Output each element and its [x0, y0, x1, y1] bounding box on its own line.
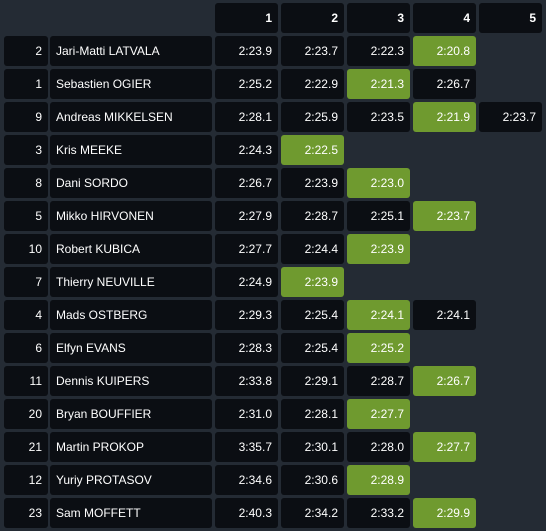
- column-header: 5: [479, 3, 542, 33]
- best-time: 2:24.1: [347, 300, 410, 330]
- stage-time: 2:30.1: [281, 432, 344, 462]
- stage-time: 2:28.1: [215, 102, 278, 132]
- stage-time: 2:24.4: [281, 234, 344, 264]
- stage-time: 2:24.1: [413, 300, 476, 330]
- stage-time: 2:40.3: [215, 498, 278, 528]
- best-time: 2:22.5: [281, 135, 344, 165]
- stage-time: 2:23.7: [281, 36, 344, 66]
- stage-time: 2:28.7: [347, 366, 410, 396]
- stage-time: 2:27.7: [215, 234, 278, 264]
- driver-name: Robert KUBICA: [50, 234, 212, 264]
- stage-time: 2:24.9: [215, 267, 278, 297]
- car-number: 5: [4, 201, 48, 231]
- driver-name: Thierry NEUVILLE: [50, 267, 212, 297]
- best-time: 2:28.9: [347, 465, 410, 495]
- driver-name: Kris MEEKE: [50, 135, 212, 165]
- stage-time: 2:28.7: [281, 201, 344, 231]
- best-time: 2:23.7: [413, 201, 476, 231]
- stage-time: 2:33.2: [347, 498, 410, 528]
- stage-time: 2:26.7: [215, 168, 278, 198]
- best-time: 2:27.7: [347, 399, 410, 429]
- stage-time: 2:23.9: [215, 36, 278, 66]
- best-time: 2:21.9: [413, 102, 476, 132]
- stage-time: 2:23.7: [479, 102, 542, 132]
- best-time: 2:26.7: [413, 366, 476, 396]
- best-time: 2:23.9: [281, 267, 344, 297]
- best-time: 2:25.2: [347, 333, 410, 363]
- stage-time: 2:29.3: [215, 300, 278, 330]
- stage-time: 2:25.4: [281, 300, 344, 330]
- driver-name: Mikko HIRVONEN: [50, 201, 212, 231]
- driver-name: Martin PROKOP: [50, 432, 212, 462]
- car-number: 9: [4, 102, 48, 132]
- stage-time: 2:25.2: [215, 69, 278, 99]
- stage-time: 2:34.2: [281, 498, 344, 528]
- stage-time: 2:22.9: [281, 69, 344, 99]
- stage-time: 2:24.3: [215, 135, 278, 165]
- stage-time: 2:31.0: [215, 399, 278, 429]
- best-time: 2:20.8: [413, 36, 476, 66]
- stage-time: 2:28.3: [215, 333, 278, 363]
- stage-time: 2:25.9: [281, 102, 344, 132]
- car-number: 7: [4, 267, 48, 297]
- stage-time: 2:33.8: [215, 366, 278, 396]
- car-number: 10: [4, 234, 48, 264]
- car-number: 4: [4, 300, 48, 330]
- best-time: 2:27.7: [413, 432, 476, 462]
- car-number: 20: [4, 399, 48, 429]
- driver-name: Elfyn EVANS: [50, 333, 212, 363]
- stage-time: 2:34.6: [215, 465, 278, 495]
- driver-name: Bryan BOUFFIER: [50, 399, 212, 429]
- stage-time: 2:25.4: [281, 333, 344, 363]
- car-number: 6: [4, 333, 48, 363]
- car-number: 23: [4, 498, 48, 528]
- driver-name: Jari-Matti LATVALA: [50, 36, 212, 66]
- car-number: 2: [4, 36, 48, 66]
- driver-name: Sebastien OGIER: [50, 69, 212, 99]
- stage-time: 3:35.7: [215, 432, 278, 462]
- driver-name: Andreas MIKKELSEN: [50, 102, 212, 132]
- best-time: 2:29.9: [413, 498, 476, 528]
- stage-time: 2:28.0: [347, 432, 410, 462]
- stage-time: 2:29.1: [281, 366, 344, 396]
- stage-time: 2:30.6: [281, 465, 344, 495]
- driver-name: Mads OSTBERG: [50, 300, 212, 330]
- car-number: 12: [4, 465, 48, 495]
- stage-time: 2:25.1: [347, 201, 410, 231]
- car-number: 3: [4, 135, 48, 165]
- car-number: 1: [4, 69, 48, 99]
- stage-time: 2:28.1: [281, 399, 344, 429]
- stage-time: 2:26.7: [413, 69, 476, 99]
- car-number: 11: [4, 366, 48, 396]
- driver-name: Dennis KUIPERS: [50, 366, 212, 396]
- stage-time: 2:27.9: [215, 201, 278, 231]
- column-header: 4: [413, 3, 476, 33]
- car-number: 21: [4, 432, 48, 462]
- stage-time: 2:22.3: [347, 36, 410, 66]
- column-header: 1: [215, 3, 278, 33]
- column-header: 2: [281, 3, 344, 33]
- best-time: 2:23.0: [347, 168, 410, 198]
- stage-time: 2:23.5: [347, 102, 410, 132]
- stage-time: 2:23.9: [281, 168, 344, 198]
- car-number: 8: [4, 168, 48, 198]
- driver-name: Dani SORDO: [50, 168, 212, 198]
- best-time: 2:23.9: [347, 234, 410, 264]
- best-time: 2:21.3: [347, 69, 410, 99]
- driver-name: Yuriy PROTASOV: [50, 465, 212, 495]
- driver-name: Sam MOFFETT: [50, 498, 212, 528]
- column-header: 3: [347, 3, 410, 33]
